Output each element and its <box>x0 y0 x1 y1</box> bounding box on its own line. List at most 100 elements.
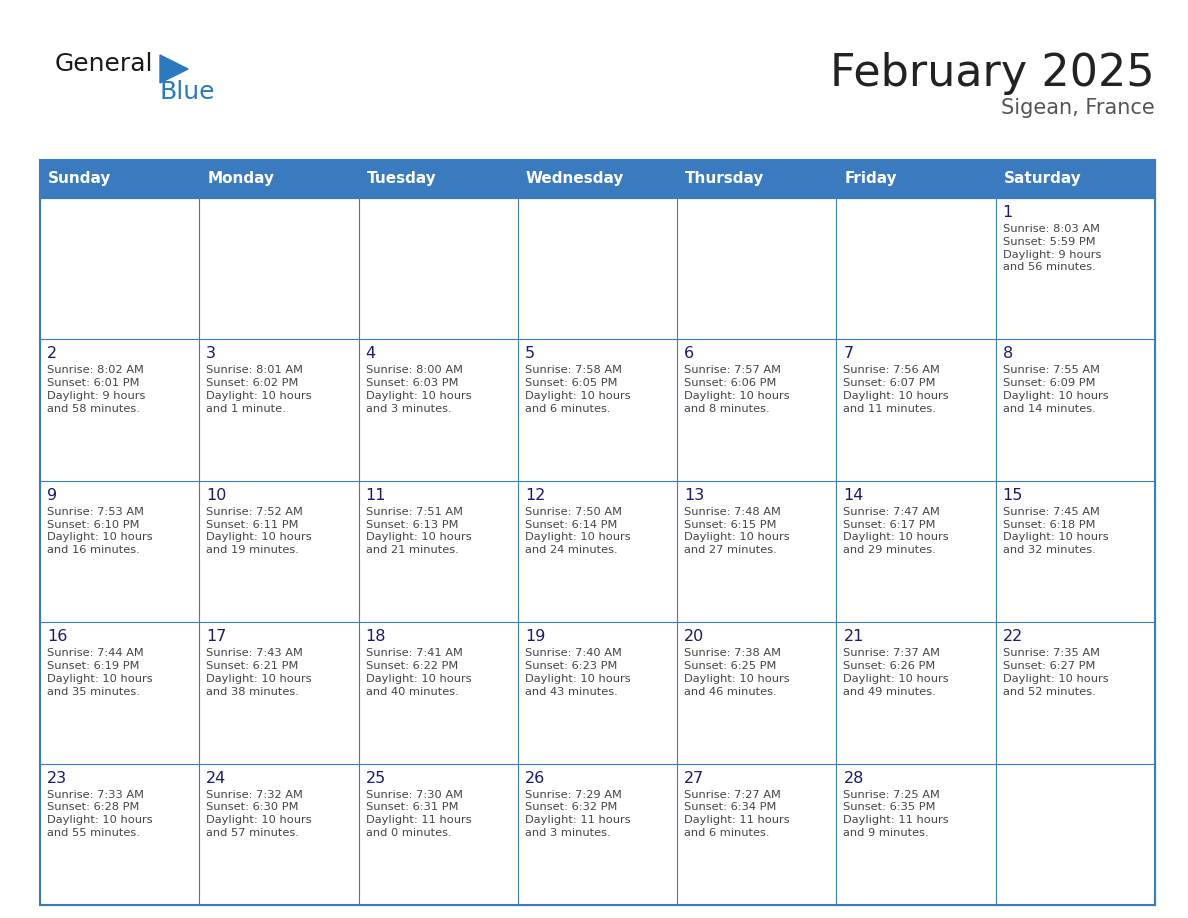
Text: Sunrise: 7:52 AM
Sunset: 6:11 PM
Daylight: 10 hours
and 19 minutes.: Sunrise: 7:52 AM Sunset: 6:11 PM Dayligh… <box>207 507 312 555</box>
Bar <box>40 764 200 905</box>
Text: 21: 21 <box>843 629 864 644</box>
Text: Sunrise: 7:38 AM
Sunset: 6:25 PM
Daylight: 10 hours
and 46 minutes.: Sunrise: 7:38 AM Sunset: 6:25 PM Dayligh… <box>684 648 790 697</box>
Bar <box>677 764 836 905</box>
Bar <box>836 198 996 340</box>
Bar <box>200 340 359 481</box>
Text: 10: 10 <box>207 487 227 503</box>
Bar <box>200 198 359 340</box>
Text: Sunrise: 7:33 AM
Sunset: 6:28 PM
Daylight: 10 hours
and 55 minutes.: Sunrise: 7:33 AM Sunset: 6:28 PM Dayligh… <box>48 789 152 838</box>
Text: Sunrise: 7:45 AM
Sunset: 6:18 PM
Daylight: 10 hours
and 32 minutes.: Sunrise: 7:45 AM Sunset: 6:18 PM Dayligh… <box>1003 507 1108 555</box>
Polygon shape <box>160 55 188 83</box>
Text: Sunrise: 7:44 AM
Sunset: 6:19 PM
Daylight: 10 hours
and 35 minutes.: Sunrise: 7:44 AM Sunset: 6:19 PM Dayligh… <box>48 648 152 697</box>
Bar <box>359 622 518 764</box>
Text: Sunrise: 7:50 AM
Sunset: 6:14 PM
Daylight: 10 hours
and 24 minutes.: Sunrise: 7:50 AM Sunset: 6:14 PM Dayligh… <box>525 507 631 555</box>
Text: Sunday: Sunday <box>48 172 112 186</box>
Text: 12: 12 <box>525 487 545 503</box>
Text: 13: 13 <box>684 487 704 503</box>
Text: 25: 25 <box>366 770 386 786</box>
Bar <box>836 481 996 622</box>
Bar <box>40 160 1155 198</box>
Text: Sunrise: 7:41 AM
Sunset: 6:22 PM
Daylight: 10 hours
and 40 minutes.: Sunrise: 7:41 AM Sunset: 6:22 PM Dayligh… <box>366 648 472 697</box>
Text: Sunrise: 7:32 AM
Sunset: 6:30 PM
Daylight: 10 hours
and 57 minutes.: Sunrise: 7:32 AM Sunset: 6:30 PM Dayligh… <box>207 789 312 838</box>
Text: Tuesday: Tuesday <box>367 172 436 186</box>
Text: 15: 15 <box>1003 487 1023 503</box>
Bar <box>996 622 1155 764</box>
Text: Sunrise: 7:57 AM
Sunset: 6:06 PM
Daylight: 10 hours
and 8 minutes.: Sunrise: 7:57 AM Sunset: 6:06 PM Dayligh… <box>684 365 790 414</box>
Text: 7: 7 <box>843 346 853 362</box>
Text: Sunrise: 7:29 AM
Sunset: 6:32 PM
Daylight: 11 hours
and 3 minutes.: Sunrise: 7:29 AM Sunset: 6:32 PM Dayligh… <box>525 789 631 838</box>
Text: Sunrise: 7:25 AM
Sunset: 6:35 PM
Daylight: 11 hours
and 9 minutes.: Sunrise: 7:25 AM Sunset: 6:35 PM Dayligh… <box>843 789 949 838</box>
Text: Sunrise: 7:48 AM
Sunset: 6:15 PM
Daylight: 10 hours
and 27 minutes.: Sunrise: 7:48 AM Sunset: 6:15 PM Dayligh… <box>684 507 790 555</box>
Text: Sunrise: 7:56 AM
Sunset: 6:07 PM
Daylight: 10 hours
and 11 minutes.: Sunrise: 7:56 AM Sunset: 6:07 PM Dayligh… <box>843 365 949 414</box>
Bar <box>518 764 677 905</box>
Text: 22: 22 <box>1003 629 1023 644</box>
Bar <box>518 198 677 340</box>
Bar <box>518 622 677 764</box>
Text: 3: 3 <box>207 346 216 362</box>
Text: 18: 18 <box>366 629 386 644</box>
Text: 19: 19 <box>525 629 545 644</box>
Bar <box>359 481 518 622</box>
Text: 14: 14 <box>843 487 864 503</box>
Text: Wednesday: Wednesday <box>526 172 624 186</box>
Bar <box>836 340 996 481</box>
Text: 16: 16 <box>48 629 68 644</box>
Text: 27: 27 <box>684 770 704 786</box>
Text: 17: 17 <box>207 629 227 644</box>
Bar <box>677 622 836 764</box>
Bar <box>996 198 1155 340</box>
Text: Sunrise: 8:03 AM
Sunset: 5:59 PM
Daylight: 9 hours
and 56 minutes.: Sunrise: 8:03 AM Sunset: 5:59 PM Dayligh… <box>1003 224 1101 273</box>
Text: Sunrise: 8:02 AM
Sunset: 6:01 PM
Daylight: 9 hours
and 58 minutes.: Sunrise: 8:02 AM Sunset: 6:01 PM Dayligh… <box>48 365 145 414</box>
Bar <box>40 198 200 340</box>
Text: 11: 11 <box>366 487 386 503</box>
Bar <box>518 340 677 481</box>
Text: Sunrise: 7:35 AM
Sunset: 6:27 PM
Daylight: 10 hours
and 52 minutes.: Sunrise: 7:35 AM Sunset: 6:27 PM Dayligh… <box>1003 648 1108 697</box>
Bar <box>996 764 1155 905</box>
Text: Sunrise: 7:27 AM
Sunset: 6:34 PM
Daylight: 11 hours
and 6 minutes.: Sunrise: 7:27 AM Sunset: 6:34 PM Dayligh… <box>684 789 790 838</box>
Bar <box>677 198 836 340</box>
Text: 28: 28 <box>843 770 864 786</box>
Text: Sunrise: 7:37 AM
Sunset: 6:26 PM
Daylight: 10 hours
and 49 minutes.: Sunrise: 7:37 AM Sunset: 6:26 PM Dayligh… <box>843 648 949 697</box>
Text: Sunrise: 7:43 AM
Sunset: 6:21 PM
Daylight: 10 hours
and 38 minutes.: Sunrise: 7:43 AM Sunset: 6:21 PM Dayligh… <box>207 648 312 697</box>
Bar <box>836 764 996 905</box>
Bar <box>359 340 518 481</box>
Text: 1: 1 <box>1003 205 1013 220</box>
Text: Sunrise: 7:47 AM
Sunset: 6:17 PM
Daylight: 10 hours
and 29 minutes.: Sunrise: 7:47 AM Sunset: 6:17 PM Dayligh… <box>843 507 949 555</box>
Bar <box>996 340 1155 481</box>
Bar <box>200 764 359 905</box>
Text: 26: 26 <box>525 770 545 786</box>
Text: Sunrise: 7:40 AM
Sunset: 6:23 PM
Daylight: 10 hours
and 43 minutes.: Sunrise: 7:40 AM Sunset: 6:23 PM Dayligh… <box>525 648 631 697</box>
Text: General: General <box>55 52 153 76</box>
Text: Sunrise: 8:01 AM
Sunset: 6:02 PM
Daylight: 10 hours
and 1 minute.: Sunrise: 8:01 AM Sunset: 6:02 PM Dayligh… <box>207 365 312 414</box>
Bar <box>200 481 359 622</box>
Text: Monday: Monday <box>207 172 274 186</box>
Text: February 2025: February 2025 <box>830 52 1155 95</box>
Text: Sunrise: 7:55 AM
Sunset: 6:09 PM
Daylight: 10 hours
and 14 minutes.: Sunrise: 7:55 AM Sunset: 6:09 PM Dayligh… <box>1003 365 1108 414</box>
Bar <box>359 198 518 340</box>
Text: Thursday: Thursday <box>685 172 765 186</box>
Bar <box>40 160 1155 905</box>
Bar <box>836 622 996 764</box>
Text: Sunrise: 7:53 AM
Sunset: 6:10 PM
Daylight: 10 hours
and 16 minutes.: Sunrise: 7:53 AM Sunset: 6:10 PM Dayligh… <box>48 507 152 555</box>
Bar <box>40 340 200 481</box>
Text: 20: 20 <box>684 629 704 644</box>
Bar <box>677 340 836 481</box>
Bar <box>200 622 359 764</box>
Bar <box>359 764 518 905</box>
Text: Sunrise: 7:30 AM
Sunset: 6:31 PM
Daylight: 11 hours
and 0 minutes.: Sunrise: 7:30 AM Sunset: 6:31 PM Dayligh… <box>366 789 472 838</box>
Text: 2: 2 <box>48 346 57 362</box>
Bar <box>677 481 836 622</box>
Text: Friday: Friday <box>845 172 897 186</box>
Bar <box>40 481 200 622</box>
Bar <box>40 622 200 764</box>
Text: Sunrise: 7:58 AM
Sunset: 6:05 PM
Daylight: 10 hours
and 6 minutes.: Sunrise: 7:58 AM Sunset: 6:05 PM Dayligh… <box>525 365 631 414</box>
Text: 9: 9 <box>48 487 57 503</box>
Bar <box>518 481 677 622</box>
Text: Sigean, France: Sigean, France <box>1001 98 1155 118</box>
Text: 8: 8 <box>1003 346 1013 362</box>
Text: Blue: Blue <box>160 80 215 104</box>
Text: Saturday: Saturday <box>1004 172 1081 186</box>
Text: 4: 4 <box>366 346 375 362</box>
Text: 24: 24 <box>207 770 227 786</box>
Text: 5: 5 <box>525 346 535 362</box>
